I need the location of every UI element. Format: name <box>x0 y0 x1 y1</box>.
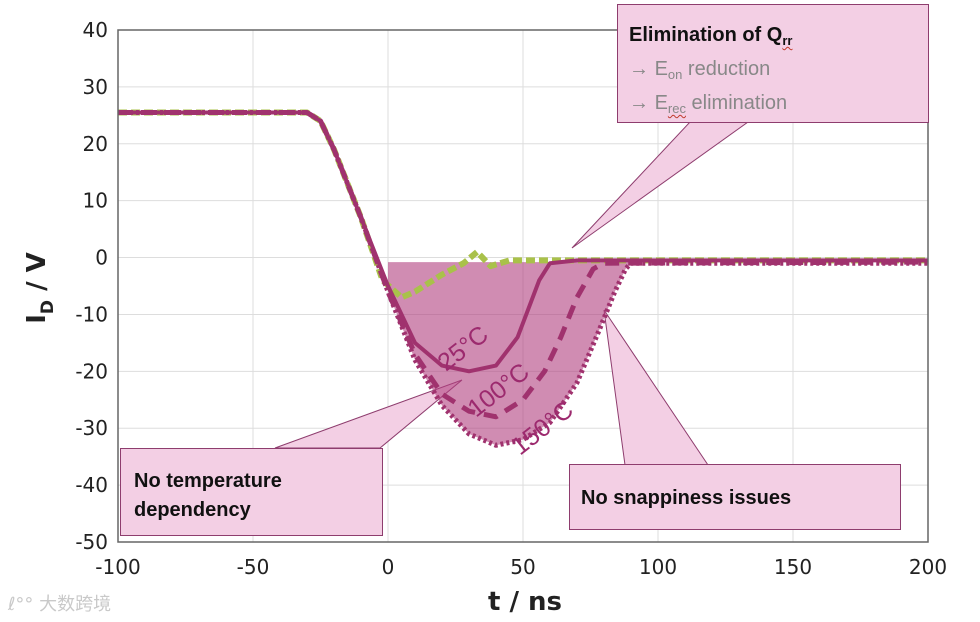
y-tick-label-4: 0 <box>95 246 108 270</box>
series-line-2 <box>118 110 928 448</box>
callout-qrr-title: Elimination of Q <box>629 24 783 46</box>
y-axis-title-main: I <box>22 314 52 324</box>
watermark-logo: ℓ°° 大数跨境 <box>8 590 111 616</box>
y-tick-label-8: -40 <box>75 473 108 497</box>
x-tick-label-0: -100 <box>95 555 140 579</box>
x-tick-label-3: 50 <box>510 555 535 579</box>
y-tick-label-6: -20 <box>75 359 108 383</box>
series-group <box>118 109 929 448</box>
callout-left-line2: dependency <box>134 499 251 521</box>
callout-erec-sub: rec <box>667 101 686 116</box>
y-axis-title-rest: / V <box>22 252 52 300</box>
plot-frame <box>117 29 929 543</box>
callout-pointers <box>274 121 750 466</box>
x-axis-title: t / ns <box>488 587 562 617</box>
y-tick-label-2: 20 <box>83 132 108 156</box>
y-tick-label-9: -50 <box>75 530 108 554</box>
callout-no-snappiness: No snappiness issues <box>569 464 901 530</box>
x-tick-label-2: 0 <box>382 555 395 579</box>
y-tick-label-7: -30 <box>75 416 108 440</box>
y-tick-label-3: 10 <box>83 189 108 213</box>
callout-qrr-elimination: Elimination of Qrr → Eon reduction → Ere… <box>617 4 929 123</box>
y-tick-label-0: 40 <box>83 18 108 42</box>
callout-eon-line: → Eon reduction <box>629 55 928 89</box>
series-line-0 <box>118 110 928 374</box>
y-tick-label-1: 30 <box>83 75 108 99</box>
series-line-1 <box>118 110 929 420</box>
x-tick-label-1: -50 <box>237 555 270 579</box>
callout-eon-main: E <box>654 58 668 80</box>
callout-qrr-line1: Elimination of Qrr <box>629 21 928 55</box>
y-tick-label-5: -10 <box>75 302 108 326</box>
callout-eon-sub: on <box>667 67 683 82</box>
y-axis-title-sub: D <box>38 300 58 314</box>
callout-erec-main: E <box>654 92 668 114</box>
callout-no-temperature-dependency: No temperature dependency <box>120 448 383 536</box>
callout-right-text: No snappiness issues <box>581 487 792 509</box>
tick-labels: -100 -50 0 50 100 150 200403020100-10-20-30-40… <box>75 18 947 579</box>
watermark-text: 大数跨境 <box>39 594 112 615</box>
watermark-icon: ℓ°° <box>8 594 34 615</box>
callout-qrr-title-sub: rr <box>782 33 793 48</box>
callout-erec-line: → Erec elimination <box>629 89 928 123</box>
callout-left-line1: No temperature <box>134 470 282 492</box>
x-tick-label-4: 100 <box>639 555 677 579</box>
x-tick-label-6: 200 <box>909 555 947 579</box>
callout-erec-rest: elimination <box>685 92 788 114</box>
x-tick-label-5: 150 <box>774 555 812 579</box>
y-axis-title: ID / V <box>22 252 58 324</box>
callout-eon-rest: reduction <box>682 58 771 80</box>
callout-erec-arrow: → <box>629 92 649 114</box>
callout-eon-arrow: → <box>629 58 649 80</box>
